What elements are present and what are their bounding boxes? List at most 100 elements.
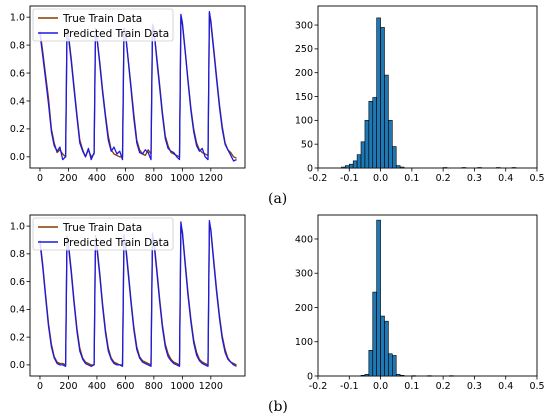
- x-tick-label: 0.3: [467, 173, 482, 184]
- histogram-bar: [356, 154, 362, 169]
- panel-label-b: (b): [268, 399, 288, 415]
- x-tick-label: -0.2: [309, 173, 328, 184]
- x-tick-label: 400: [88, 381, 106, 392]
- x-tick-label: 0.1: [404, 173, 419, 184]
- y-tick-label: 0.0: [10, 360, 25, 371]
- x-tick-label: 800: [145, 381, 163, 392]
- x-tick-label: 0.4: [498, 381, 513, 392]
- histogram-bar: [384, 74, 389, 169]
- x-tick-label: 0.1: [404, 381, 419, 392]
- x-tick-label: 0: [37, 173, 43, 184]
- histogram-bar: [368, 350, 374, 377]
- histogram-bar: [345, 165, 350, 169]
- histogram-bar: [511, 167, 517, 169]
- y-tick-label: 300: [295, 20, 313, 31]
- x-tick-label: 1000: [170, 381, 194, 392]
- x-tick-label: 0.4: [498, 173, 513, 184]
- plot-frame: [29, 5, 246, 169]
- y-tick-label: 400: [295, 234, 313, 245]
- histogram-bar: [399, 375, 405, 377]
- line-chart-a: 0 200 400 600 800 1000 1200 0.0 0.2 0.4 0.6 0.8 1.0 T…: [10, 5, 246, 184]
- predicted-train-data-line: [39, 10, 237, 162]
- histogram-bar: [376, 17, 381, 169]
- panel-label-a: (a): [268, 191, 287, 207]
- legend: True Train Data Predicted Train Data: [32, 217, 174, 251]
- histogram-b: -0.2 -0.1 0.0 0.1 0.2 0.3 0.4 0.5 0 100 200 300 400: [295, 214, 545, 392]
- histogram-bar: [368, 100, 374, 169]
- histogram-bar: [496, 167, 501, 169]
- y-tick-label: 0.4: [10, 305, 25, 316]
- x-tick-label: 0.5: [529, 173, 544, 184]
- y-tick-label: 100: [295, 116, 313, 127]
- x-tick-label: 0.2: [436, 381, 451, 392]
- histogram-bar: [395, 165, 401, 169]
- x-tick-label: 0.0: [373, 173, 388, 184]
- histogram-bar: [461, 167, 467, 169]
- y-tick-label: 200: [295, 68, 313, 79]
- x-tick-label: -0.1: [340, 173, 359, 184]
- histogram-bar: [388, 353, 393, 377]
- plot-frame: [317, 214, 538, 377]
- y-tick-label: 50: [301, 139, 313, 150]
- x-tick-label: 800: [145, 173, 163, 184]
- y-tick-label: 0.6: [10, 277, 25, 288]
- y-tick-label: 250: [295, 44, 313, 55]
- y-tick-label: 0.0: [10, 152, 25, 163]
- predicted-train-data-line: [39, 219, 237, 367]
- y-tick-label: 150: [295, 92, 313, 103]
- histogram-bar: [411, 375, 417, 377]
- y-tick-label: 0.6: [10, 68, 25, 79]
- y-tick-label: 1.0: [10, 221, 25, 232]
- histogram-bar: [380, 315, 385, 377]
- legend-label: Predicted Train Data: [63, 237, 169, 249]
- histogram-bar: [392, 146, 397, 169]
- y-tick-label: 100: [295, 337, 313, 348]
- x-tick-label: 1200: [199, 173, 223, 184]
- histogram-bar: [427, 375, 432, 377]
- legend: True Train Data Predicted Train Data: [32, 8, 174, 42]
- y-tick-label: 0: [307, 371, 313, 382]
- histogram-bar: [380, 27, 385, 169]
- legend-box: [32, 217, 174, 251]
- x-tick-label: 400: [88, 173, 106, 184]
- histogram-bar: [388, 120, 393, 169]
- x-tick-label: -0.1: [340, 381, 359, 392]
- histogram-bar: [376, 219, 381, 377]
- histogram-bar: [372, 291, 377, 377]
- y-tick-label: 1.0: [10, 12, 25, 23]
- plot-frame: [29, 214, 246, 377]
- y-tick-label: 200: [295, 303, 313, 314]
- x-tick-label: 0.2: [436, 173, 451, 184]
- histogram-bar: [384, 320, 389, 377]
- histogram-bar: [395, 373, 401, 377]
- x-tick-label: 1200: [199, 381, 223, 392]
- legend-label: Predicted Train Data: [63, 28, 169, 40]
- histogram-bar: [364, 373, 370, 377]
- histogram-bar: [449, 375, 454, 377]
- legend-box: [32, 8, 174, 42]
- histogram-bar: [392, 355, 397, 377]
- legend-label: True Train Data: [62, 222, 142, 234]
- x-tick-label: 600: [116, 173, 134, 184]
- histogram-bar: [341, 166, 346, 169]
- histogram-bar: [399, 166, 405, 169]
- y-tick-label: 300: [295, 269, 313, 280]
- plot-frame: [317, 5, 538, 169]
- x-tick-label: 0.3: [467, 381, 482, 392]
- x-tick-label: 0.5: [529, 381, 544, 392]
- line-chart-b: 0 200 400 600 800 1000 1200 0.0 0.2 0.4 0.6 0.8 1.0 T…: [10, 214, 246, 392]
- y-tick-label: 0.2: [10, 124, 25, 135]
- histogram-bar: [360, 141, 366, 169]
- y-tick-label: 0: [307, 163, 313, 174]
- y-tick-label: 0.8: [10, 249, 25, 260]
- x-tick-label: 600: [116, 381, 134, 392]
- histogram-bar: [348, 163, 354, 169]
- x-tick-label: -0.2: [309, 381, 328, 392]
- y-tick-label: 0.8: [10, 40, 25, 51]
- histogram-bar: [372, 97, 377, 169]
- y-tick-label: 0.4: [10, 96, 25, 107]
- histogram-bar: [442, 167, 448, 169]
- histogram-bar: [352, 160, 358, 169]
- histogram-bar: [477, 167, 482, 169]
